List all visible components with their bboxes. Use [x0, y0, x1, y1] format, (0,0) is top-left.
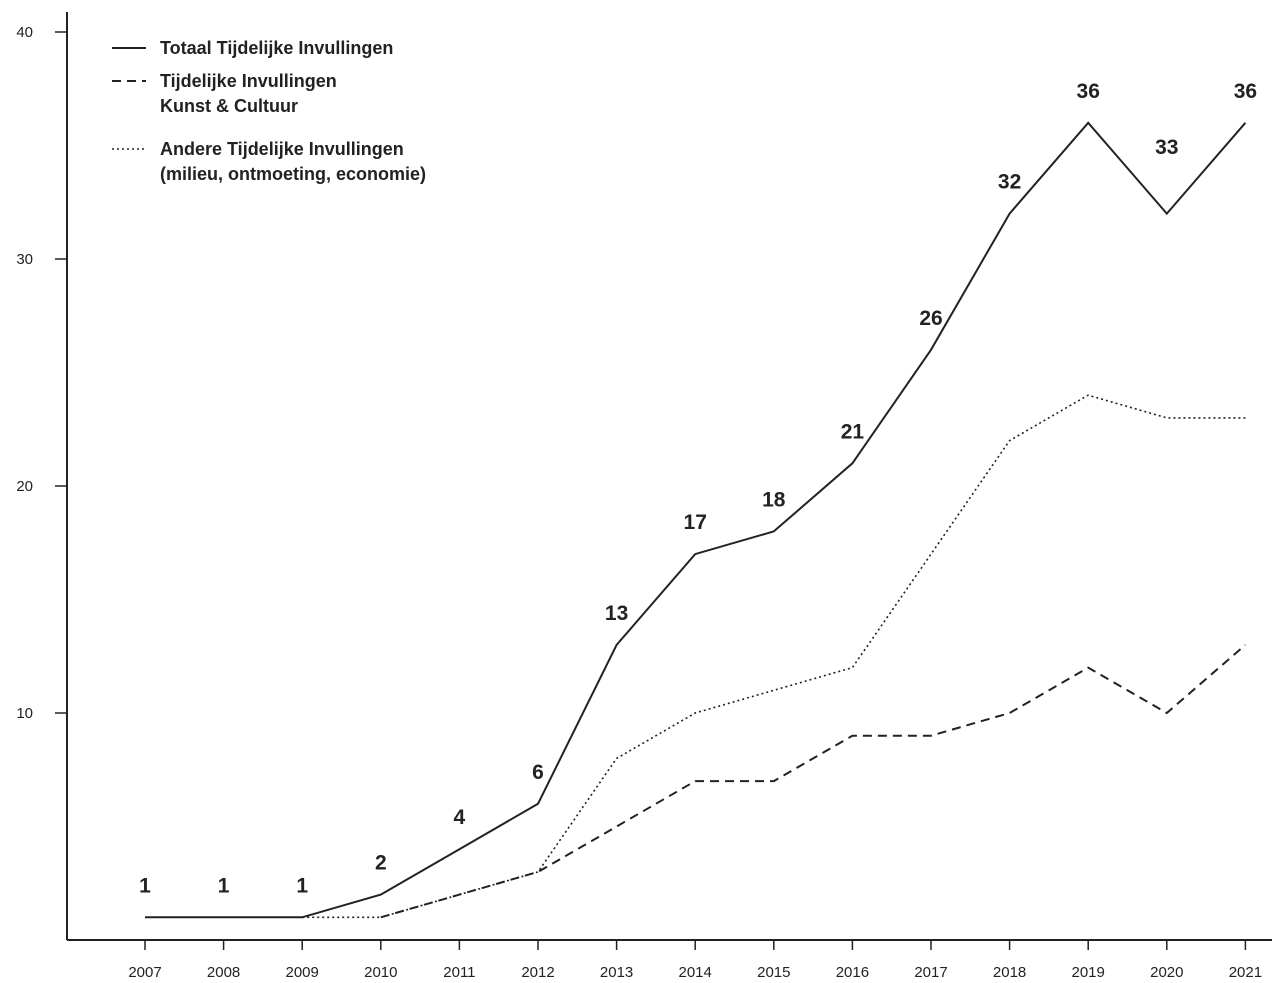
- x-tick-label: 2013: [600, 964, 633, 981]
- x-tick-label: 2011: [443, 964, 475, 981]
- y-tick-label: 40: [16, 24, 33, 41]
- data-label: 13: [605, 602, 628, 625]
- data-label: 1: [139, 874, 151, 897]
- series-lines: [145, 121, 1247, 919]
- series-line-2: [380, 644, 1247, 919]
- x-tick-label: 2008: [207, 964, 240, 981]
- x-tick-label: 2017: [914, 964, 947, 981]
- data-label: 1: [218, 874, 230, 897]
- x-tick-label: 2019: [1072, 964, 1105, 981]
- x-tick-label: 2014: [679, 964, 712, 981]
- data-label: 26: [919, 307, 942, 330]
- data-label: 36: [1234, 80, 1257, 103]
- data-labels: 1 1 1 2 4 6 13 17 18 21 26 32 36 33 36: [139, 80, 1257, 897]
- data-label: 33: [1155, 136, 1178, 159]
- axes: 10 20 30 40 2007 2008 2009 2010 2011 2012 2013 2014…: [16, 12, 1272, 981]
- legend-label: Tijdelijke Invullingen: [160, 71, 337, 91]
- data-label: 21: [841, 420, 865, 443]
- data-label: 4: [454, 806, 466, 829]
- data-label: 32: [998, 171, 1021, 194]
- data-label: 36: [1077, 80, 1100, 103]
- legend-label: Kunst & Cultuur: [160, 96, 298, 116]
- y-tick-label: 10: [16, 705, 33, 722]
- legend-label: Totaal Tijdelijke Invullingen: [160, 38, 393, 58]
- x-tick-label: 2016: [836, 964, 869, 981]
- x-tick-label: 2020: [1150, 964, 1183, 981]
- legend: Totaal Tijdelijke Invullingen Tijdelijke …: [112, 38, 426, 184]
- x-tick-label: 2010: [364, 964, 397, 981]
- series-line-3: [302, 394, 1246, 919]
- x-tick-label: 2021: [1229, 964, 1262, 981]
- series-line-1: [145, 121, 1247, 919]
- x-tick-label: 2007: [128, 964, 161, 981]
- x-tick-label: 2018: [993, 964, 1026, 981]
- x-tick-label: 2012: [521, 964, 554, 981]
- y-tick-label: 30: [16, 251, 33, 268]
- legend-label: Andere Tijdelijke Invullingen: [160, 139, 404, 159]
- data-label: 2: [375, 852, 387, 875]
- x-tick-label: 2015: [757, 964, 790, 981]
- data-label: 1: [296, 874, 308, 897]
- data-label: 17: [684, 511, 707, 534]
- x-tick-label: 2009: [286, 964, 319, 981]
- data-label: 18: [762, 488, 786, 511]
- data-label: 6: [532, 761, 544, 784]
- y-tick-label: 20: [16, 478, 33, 495]
- legend-label: (milieu, ontmoeting, economie): [160, 164, 426, 184]
